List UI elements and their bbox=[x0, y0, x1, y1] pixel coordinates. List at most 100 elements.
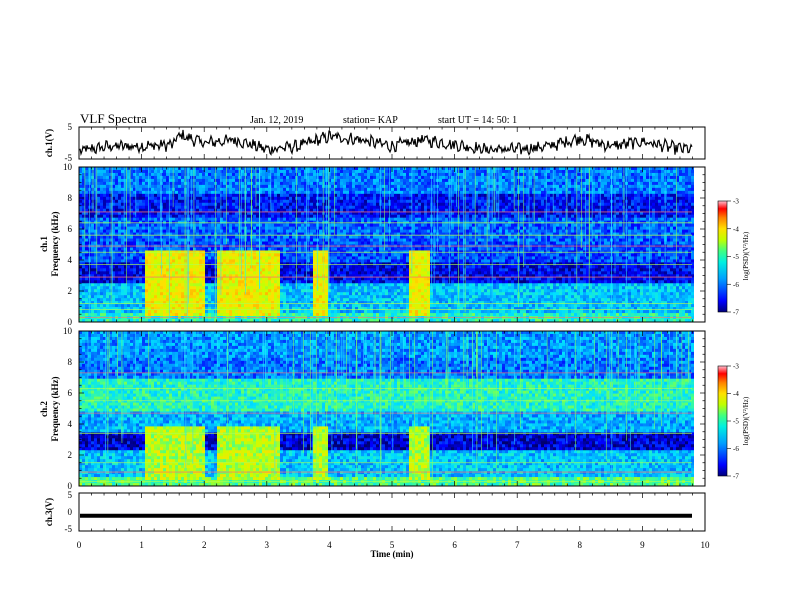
spectrogram-cell bbox=[349, 259, 352, 262]
spectrogram-cell bbox=[157, 215, 160, 218]
spectrogram-cell bbox=[289, 262, 292, 265]
spectrogram-cell bbox=[265, 194, 268, 197]
spectrogram-cell bbox=[103, 239, 106, 242]
spectrogram-cell bbox=[139, 227, 142, 230]
spectrogram-cell bbox=[307, 173, 310, 176]
spectrogram-cell bbox=[85, 185, 88, 188]
spectrogram-cell bbox=[307, 286, 310, 289]
spectrogram-cell bbox=[109, 253, 112, 256]
spectrogram-cell bbox=[85, 295, 88, 298]
spectrogram-cell bbox=[250, 289, 253, 292]
spectrogram-cell bbox=[220, 191, 223, 194]
spectrogram-cell bbox=[106, 286, 109, 289]
spectrogram-cell bbox=[136, 286, 139, 289]
spectrogram-cell bbox=[121, 268, 124, 271]
spectrogram-cell bbox=[262, 197, 265, 200]
spectrogram-cell bbox=[97, 295, 100, 298]
spectrogram-cell bbox=[307, 203, 310, 206]
spectrogram-cell bbox=[346, 262, 349, 265]
spectrogram-cell bbox=[193, 283, 196, 286]
spectrogram-cell bbox=[166, 218, 169, 221]
spectrogram-cell bbox=[136, 313, 139, 316]
spectrogram-cell bbox=[313, 218, 316, 221]
spectrogram-cell bbox=[166, 206, 169, 209]
spectrogram-cell bbox=[277, 215, 280, 218]
spectrogram-cell bbox=[190, 289, 193, 292]
spectrogram-cell bbox=[109, 262, 112, 265]
spectrogram-cell bbox=[298, 215, 301, 218]
spectrogram-cell bbox=[175, 265, 178, 268]
spectrogram-cell bbox=[133, 265, 136, 268]
spectrogram-cell bbox=[199, 191, 202, 194]
spectrogram-cell bbox=[205, 280, 208, 283]
spectrogram-cell bbox=[181, 262, 184, 265]
spectrogram-cell bbox=[166, 224, 169, 227]
spectrogram-cell bbox=[91, 247, 94, 250]
spectrogram-cell bbox=[301, 236, 304, 239]
spectrogram-cell bbox=[139, 215, 142, 218]
spectrogram-cell bbox=[343, 215, 346, 218]
spectrogram-cell bbox=[211, 289, 214, 292]
spectrogram-cell bbox=[241, 295, 244, 298]
spectrogram-cell bbox=[223, 206, 226, 209]
spectrogram-cell bbox=[331, 313, 334, 316]
spectrogram-cell bbox=[151, 256, 154, 259]
spectrogram-cell bbox=[166, 185, 169, 188]
spectrogram-cell bbox=[232, 224, 235, 227]
spectrogram-cell bbox=[205, 239, 208, 242]
spectrogram-cell bbox=[232, 292, 235, 295]
spectrogram-cell bbox=[199, 230, 202, 233]
spectrogram-cell bbox=[244, 298, 247, 301]
spectrogram-cell bbox=[223, 265, 226, 268]
spectrogram-cell bbox=[268, 301, 271, 304]
spectrogram-cell bbox=[106, 242, 109, 245]
spectrogram-cell bbox=[100, 247, 103, 250]
spectrogram-cell bbox=[205, 200, 208, 203]
spectrogram-cell bbox=[166, 256, 169, 259]
spectrogram-cell bbox=[283, 292, 286, 295]
spectrogram-cell bbox=[286, 295, 289, 298]
spectrogram-cell bbox=[211, 173, 214, 176]
spectrogram-cell bbox=[307, 256, 310, 259]
spectrogram-cell bbox=[355, 283, 358, 286]
spectrogram-cell bbox=[127, 182, 130, 185]
spectrogram-cell bbox=[334, 239, 337, 242]
spectrogram-cell bbox=[97, 170, 100, 173]
spectrogram-cell bbox=[253, 227, 256, 230]
spectrogram-cell bbox=[109, 230, 112, 233]
spectrogram-cell bbox=[307, 301, 310, 304]
spectrogram-cell bbox=[103, 242, 106, 245]
spectrogram-cell bbox=[151, 191, 154, 194]
spectrogram-cell bbox=[343, 206, 346, 209]
spectrogram-cell bbox=[121, 304, 124, 307]
spectrogram-cell bbox=[184, 173, 187, 176]
ch1-spectrogram-heatmap bbox=[79, 167, 694, 322]
spectrogram-cell bbox=[277, 188, 280, 191]
spectrogram-cell bbox=[154, 215, 157, 218]
spectrogram-cell bbox=[292, 197, 295, 200]
spectrogram-cell bbox=[142, 298, 145, 301]
spectrogram-cell bbox=[322, 313, 325, 316]
spectrogram-cell bbox=[163, 262, 166, 265]
spectrogram-cell bbox=[223, 179, 226, 182]
spectrogram-cell bbox=[277, 206, 280, 209]
spectrogram-cell bbox=[163, 295, 166, 298]
spectrogram-cell bbox=[289, 227, 292, 230]
spectrogram-cell bbox=[262, 262, 265, 265]
spectrogram-cell bbox=[211, 277, 214, 280]
spectrogram-cell bbox=[271, 194, 274, 197]
spectrogram-cell bbox=[133, 221, 136, 224]
spectrogram-cell bbox=[265, 298, 268, 301]
spectrogram-cell bbox=[340, 188, 343, 191]
spectrogram-cell bbox=[91, 197, 94, 200]
spectrogram-cell bbox=[223, 191, 226, 194]
spectrogram-cell bbox=[136, 271, 139, 274]
spectrogram-cell bbox=[289, 242, 292, 245]
spectrogram-cell bbox=[307, 236, 310, 239]
spectrogram-cell bbox=[178, 194, 181, 197]
spectrogram-cell bbox=[274, 191, 277, 194]
spectrogram-cell bbox=[310, 173, 313, 176]
spectrogram-cell bbox=[262, 242, 265, 245]
spectrogram-cell bbox=[301, 176, 304, 179]
spectrogram-cell bbox=[232, 173, 235, 176]
